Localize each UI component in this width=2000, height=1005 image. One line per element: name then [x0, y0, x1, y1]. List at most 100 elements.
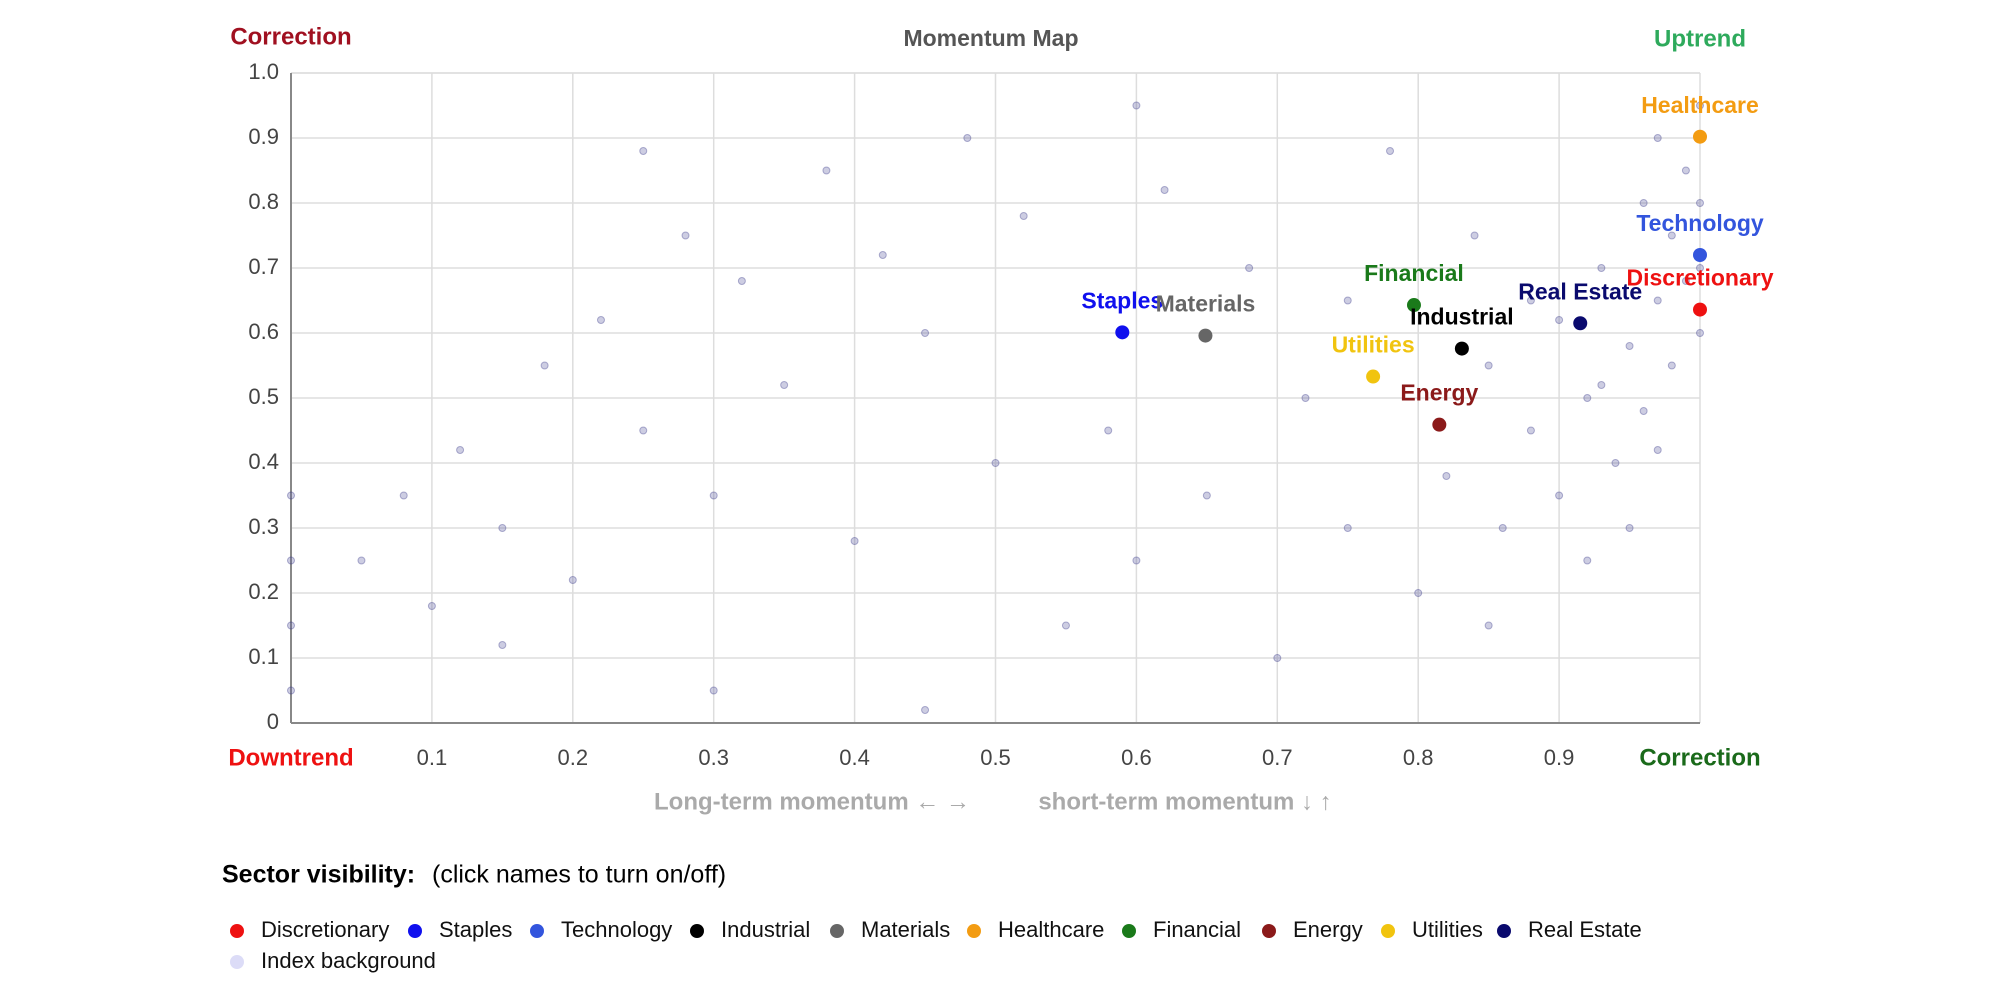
legend-swatch	[690, 924, 704, 938]
background-point	[498, 524, 507, 532]
background-point	[1555, 316, 1564, 324]
background-point	[1597, 381, 1606, 389]
background-point	[1132, 556, 1141, 565]
background-point	[1555, 491, 1564, 500]
background-point	[1414, 589, 1423, 597]
y-tick-label: 0.2	[248, 579, 279, 604]
legend-label: Real Estate	[1528, 917, 1642, 942]
legend-hint: (click names to turn on/off)	[432, 861, 726, 889]
background-point	[681, 231, 690, 240]
legend-item[interactable]: Materials	[830, 917, 950, 942]
background-point	[1667, 361, 1676, 370]
legend-label: Materials	[861, 917, 950, 942]
sector-point	[1432, 417, 1447, 432]
legend-label: Technology	[561, 917, 672, 942]
sector-point	[1693, 302, 1707, 317]
background-point	[822, 166, 831, 175]
background-point	[709, 491, 718, 500]
legend-item[interactable]: Industrial	[690, 917, 810, 942]
y-tick-label: 0.9	[248, 124, 279, 149]
corner-label: Downtrend	[228, 744, 353, 771]
background-point	[709, 686, 718, 695]
legend-item[interactable]: Discretionary	[230, 917, 389, 942]
background-point	[540, 361, 549, 370]
background-point	[287, 556, 295, 565]
sector-point	[1115, 325, 1130, 340]
corner-label: Correction	[230, 23, 351, 50]
background-point	[1202, 491, 1211, 500]
legend-label: Industrial	[721, 917, 810, 942]
legend-item[interactable]: Real Estate	[1497, 917, 1642, 942]
background-point	[1639, 407, 1648, 415]
legend-label: Healthcare	[998, 917, 1104, 942]
legend-item[interactable]: Index background	[230, 948, 436, 973]
legend-swatch	[1122, 924, 1136, 938]
background-point	[1104, 426, 1113, 435]
background-point	[1273, 654, 1282, 662]
legend-item[interactable]: Technology	[530, 917, 672, 942]
legend-item[interactable]: Utilities	[1381, 917, 1483, 942]
y-axis-label: short-term momentum ↓ ↑	[1038, 788, 1331, 815]
legend-swatch	[230, 924, 244, 938]
x-tick-label: 0.3	[698, 745, 729, 770]
background-point	[287, 686, 295, 695]
background-point	[850, 537, 859, 545]
corner-label: Correction	[1639, 744, 1760, 771]
sector-point	[1693, 129, 1707, 144]
background-point	[1442, 472, 1451, 480]
background-point	[1526, 296, 1535, 305]
legend-swatch	[830, 924, 844, 938]
background-point	[1583, 394, 1592, 402]
legend-swatch	[230, 955, 244, 969]
chart-title: Momentum Map	[903, 25, 1078, 51]
x-tick-label: 0.6	[1121, 745, 1152, 770]
background-point	[427, 602, 436, 610]
background-point	[1526, 426, 1535, 435]
legend-label: Staples	[439, 917, 512, 942]
y-tick-label: 0.1	[248, 644, 279, 669]
background-point	[1019, 212, 1028, 220]
sector-label: Healthcare	[1641, 92, 1759, 118]
legend-item[interactable]: Energy	[1262, 917, 1363, 942]
legend-item[interactable]: Financial	[1122, 917, 1241, 942]
background-point	[1625, 524, 1634, 532]
sector-label: Financial	[1364, 260, 1464, 286]
background-point	[1386, 147, 1395, 155]
background-point	[1681, 277, 1690, 285]
background-point	[287, 621, 295, 630]
x-axis-label: Long-term momentum ← →	[654, 788, 970, 815]
background-point	[1667, 231, 1676, 240]
x-tick-label: 0.5	[980, 745, 1011, 770]
background-point	[1343, 524, 1352, 532]
legend-item[interactable]: Healthcare	[967, 917, 1104, 942]
background-point	[1245, 264, 1254, 272]
sector-label: Materials	[1156, 291, 1256, 317]
x-tick-label: 0.9	[1544, 745, 1575, 770]
sector-label: Technology	[1636, 210, 1764, 236]
background-point	[1583, 556, 1592, 565]
legend-swatch	[530, 924, 544, 938]
sector-label: Real Estate	[1518, 278, 1642, 304]
background-point	[456, 446, 465, 454]
background-point	[1625, 342, 1634, 350]
background-point	[1696, 329, 1704, 337]
background-point	[780, 381, 789, 389]
legend-label: Discretionary	[261, 917, 389, 942]
legend-label: Utilities	[1412, 917, 1483, 942]
legend-item[interactable]: Staples	[408, 917, 512, 942]
sector-label: Staples	[1081, 287, 1163, 313]
x-tick-label: 0.2	[558, 745, 589, 770]
background-point	[1653, 134, 1662, 142]
x-tick-label: 0.1	[417, 745, 448, 770]
legend-swatch	[1497, 924, 1511, 938]
sector-point	[1366, 369, 1381, 384]
legend-label: Energy	[1293, 917, 1363, 942]
corner-label: Uptrend	[1654, 25, 1746, 52]
sector-point	[1198, 328, 1213, 343]
background-point	[287, 491, 295, 500]
background-point	[1653, 296, 1662, 305]
sector-points	[1115, 129, 1707, 432]
background-point	[963, 134, 972, 142]
legend-label: Index background	[261, 948, 436, 973]
